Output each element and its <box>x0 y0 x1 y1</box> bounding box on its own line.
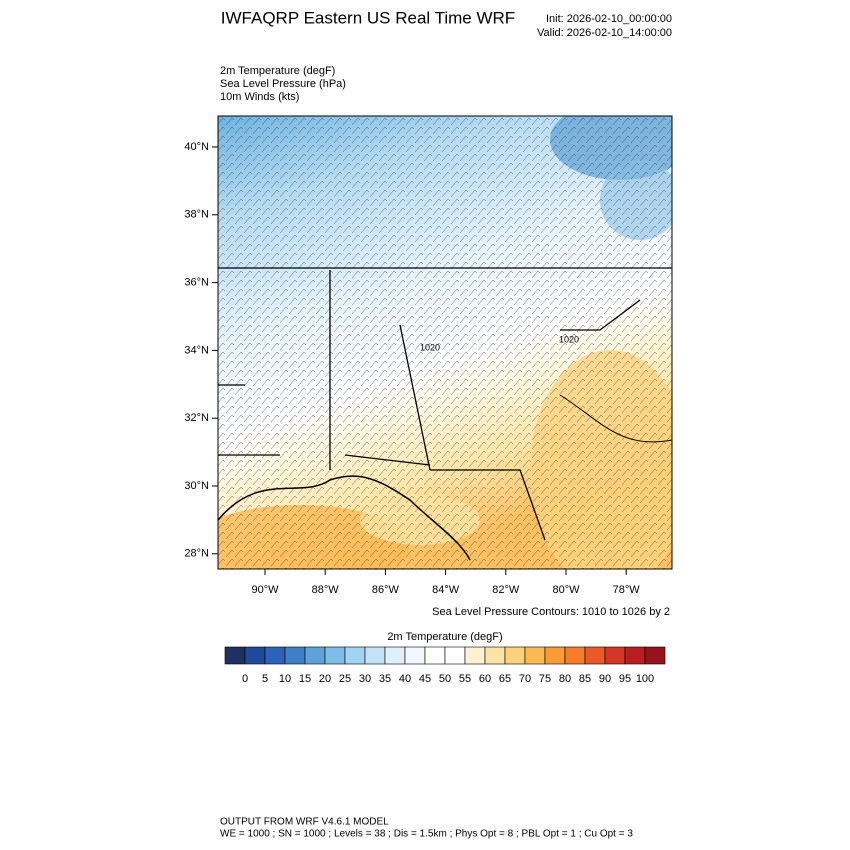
colorbar-label: 20 <box>319 673 331 685</box>
lon-label: 90°W <box>251 584 279 596</box>
colorbar-label: 60 <box>479 673 491 685</box>
lat-label: 40°N <box>184 141 209 153</box>
colorbar-label: 25 <box>339 673 351 685</box>
init: Init: 2026-02-10_00:00:00 <box>546 13 672 25</box>
colorbar-box <box>624 646 646 665</box>
colorbar-box <box>504 646 526 665</box>
lat-label: 36°N <box>184 277 209 289</box>
footer-line: OUTPUT FROM WRF V4.6.1 MODEL <box>220 817 389 828</box>
colorbar-box <box>484 646 506 665</box>
lat-label: 30°N <box>184 480 209 492</box>
field-label: 2m Temperature (degF) <box>220 65 335 77</box>
colorbar-box <box>384 646 406 665</box>
colorbar-label: 40 <box>399 673 411 685</box>
colorbar-box <box>444 646 466 665</box>
colorbar-box <box>304 646 326 665</box>
colorbar-title: 2m Temperature (degF) <box>387 631 502 643</box>
contour-label: 1020 <box>420 342 440 352</box>
colorbar-label: 95 <box>619 673 631 685</box>
colorbar-label: 75 <box>539 673 551 685</box>
title: IWFAQRP Eastern US Real Time WRF <box>221 8 515 27</box>
lon-label: 80°W <box>552 584 580 596</box>
lat-label: 34°N <box>184 344 209 356</box>
colorbar-box <box>244 646 266 665</box>
colorbar-label: 80 <box>559 673 571 685</box>
colorbar-box <box>464 646 486 665</box>
colorbar-label: 55 <box>459 673 471 685</box>
map-frame <box>217 115 673 570</box>
field-label: 10m Winds (kts) <box>220 91 299 103</box>
colorbar-label: 85 <box>579 673 591 685</box>
colorbar-label: 0 <box>242 673 248 685</box>
colorbar-box <box>604 646 626 665</box>
colorbar-box <box>284 646 306 665</box>
colorbar-box <box>644 646 666 665</box>
lon-label: 82°W <box>492 584 520 596</box>
colorbar-label: 30 <box>359 673 371 685</box>
colorbar-box <box>264 646 286 665</box>
colorbar-label: 15 <box>299 673 311 685</box>
contour-label: 1020 <box>559 334 579 344</box>
field-label: Sea Level Pressure (hPa) <box>220 78 346 90</box>
colorbar-label: 45 <box>419 673 431 685</box>
lat-label: 28°N <box>184 548 209 560</box>
lat-label: 32°N <box>184 412 209 424</box>
colorbar-box <box>584 646 606 665</box>
lon-label: 86°W <box>372 584 400 596</box>
colorbar-box <box>364 646 386 665</box>
colorbar-label: 65 <box>499 673 511 685</box>
map-field <box>218 116 672 569</box>
colorbar-label: 35 <box>379 673 391 685</box>
colorbar-box <box>544 646 566 665</box>
colorbar-label: 90 <box>599 673 611 685</box>
colorbar-box <box>224 646 246 665</box>
footer-line: WE = 1000 ; SN = 1000 ; Levels = 38 ; Di… <box>220 829 633 840</box>
lat-label: 38°N <box>184 209 209 221</box>
colorbar-box <box>424 646 446 665</box>
colorbar-box <box>524 646 546 665</box>
lon-label: 88°W <box>312 584 340 596</box>
colorbar-label: 10 <box>279 673 291 685</box>
colorbar-label: 70 <box>519 673 531 685</box>
contour-note: Sea Level Pressure Contours: 1010 to 102… <box>432 606 670 618</box>
lon-label: 84°W <box>432 584 460 596</box>
colorbar-label: 100 <box>636 673 654 685</box>
colorbar-box <box>404 646 426 665</box>
colorbar-label: 50 <box>439 673 451 685</box>
colorbar-box <box>344 646 366 665</box>
valid: Valid: 2026-02-10_14:00:00 <box>537 27 672 39</box>
colorbar-box <box>324 646 346 665</box>
colorbar-box <box>564 646 586 665</box>
lon-label: 78°W <box>613 584 641 596</box>
colorbar-label: 5 <box>262 673 268 685</box>
